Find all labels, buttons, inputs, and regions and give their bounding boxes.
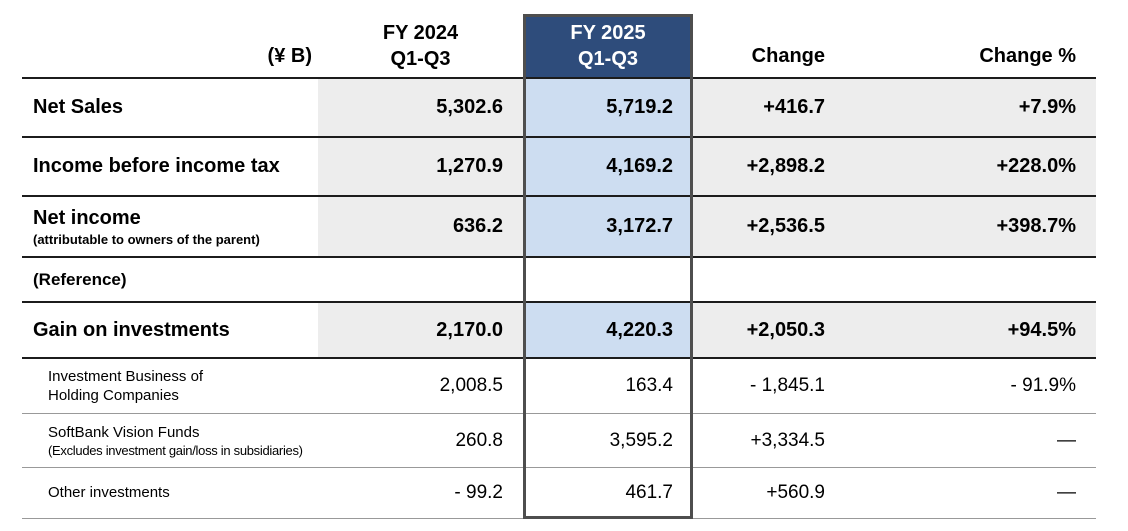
investment-business-label: Investment Business of Holding Companies	[22, 359, 318, 414]
other-investments-change-value: +560.9	[693, 468, 845, 519]
net-income-change-pct-value: +398.7%	[845, 197, 1096, 258]
other-investments-title: Other investments	[48, 484, 170, 502]
income-before-tax-change-value: +2,898.2	[693, 138, 845, 197]
softbank-vision-funds-fy2025-value: 3,595.2	[523, 414, 693, 468]
net-sales-title: Net Sales	[33, 96, 124, 118]
net-sales-label: Net Sales	[22, 79, 318, 138]
gain-on-investments-label: Gain on investments	[22, 303, 318, 359]
net-income-fy2024-value: 636.2	[318, 197, 523, 258]
investment-business-change-value: - 1,845.1	[693, 359, 845, 414]
softbank-vision-funds-title: SoftBank Vision Funds	[48, 423, 200, 441]
reference-label: (Reference)	[22, 258, 318, 303]
gain-on-investments-change-value: +2,050.3	[693, 303, 845, 359]
income-before-tax-title: Income before income tax	[33, 155, 280, 177]
income-before-tax-change-pct-value: +228.0%	[845, 138, 1096, 197]
reference-fy2024-empty	[318, 258, 523, 303]
income-before-tax-label: Income before income tax	[22, 138, 318, 197]
income-before-tax-fy2025-value: 4,169.2	[523, 138, 693, 197]
other-investments-fy2024-value: - 99.2	[318, 468, 523, 519]
investment-business-fy2024-value: 2,008.5	[318, 359, 523, 414]
income-before-tax-fy2024-value: 1,270.9	[318, 138, 523, 197]
gain-on-investments-fy2025-value: 4,220.3	[523, 303, 693, 359]
reference-fy2025-empty	[523, 258, 693, 303]
col-header-fy2024: FY 2024 Q1-Q3	[318, 14, 523, 79]
reference-title: (Reference)	[33, 269, 127, 289]
col-header-change-pct: Change %	[845, 14, 1096, 79]
net-sales-change-value: +416.7	[693, 79, 845, 138]
net-sales-change-pct-value: +7.9%	[845, 79, 1096, 138]
col-header-change: Change	[693, 14, 845, 79]
net-income-label: Net income (attributable to owners of th…	[22, 197, 318, 258]
results-table: (¥ B) FY 2024 Q1-Q3 FY 2025 Q1-Q3 Change…	[22, 14, 1096, 519]
other-investments-fy2025-value: 461.7	[523, 468, 693, 519]
softbank-vision-funds-fy2024-value: 260.8	[318, 414, 523, 468]
softbank-vision-funds-change-pct-value: —	[845, 414, 1096, 468]
investment-business-title: Investment Business of Holding Companies	[48, 367, 204, 405]
softbank-vision-funds-label: SoftBank Vision Funds (Excludes investme…	[22, 414, 318, 468]
net-income-title: Net income	[33, 206, 141, 229]
reference-change-pct-empty	[845, 258, 1096, 303]
softbank-vision-funds-note: (Excludes investment gain/loss in subsid…	[48, 443, 303, 459]
gain-on-investments-fy2024-value: 2,170.0	[318, 303, 523, 359]
gain-on-investments-change-pct-value: +94.5%	[845, 303, 1096, 359]
investment-business-change-pct-value: - 91.9%	[845, 359, 1096, 414]
other-investments-label: Other investments	[22, 468, 318, 519]
col-header-fy2025: FY 2025 Q1-Q3	[523, 14, 693, 79]
investment-business-fy2025-value: 163.4	[523, 359, 693, 414]
softbank-vision-funds-change-value: +3,334.5	[693, 414, 845, 468]
net-income-attribution-note: (attributable to owners of the parent)	[33, 231, 260, 247]
net-sales-fy2025-value: 5,719.2	[523, 79, 693, 138]
net-sales-fy2024-value: 5,302.6	[318, 79, 523, 138]
gain-on-investments-title: Gain on investments	[33, 318, 230, 341]
reference-change-empty	[693, 258, 845, 303]
net-income-fy2025-value: 3,172.7	[523, 197, 693, 258]
net-income-change-value: +2,536.5	[693, 197, 845, 258]
unit-label: (¥ B)	[22, 14, 318, 79]
other-investments-change-pct-value: —	[845, 468, 1096, 519]
